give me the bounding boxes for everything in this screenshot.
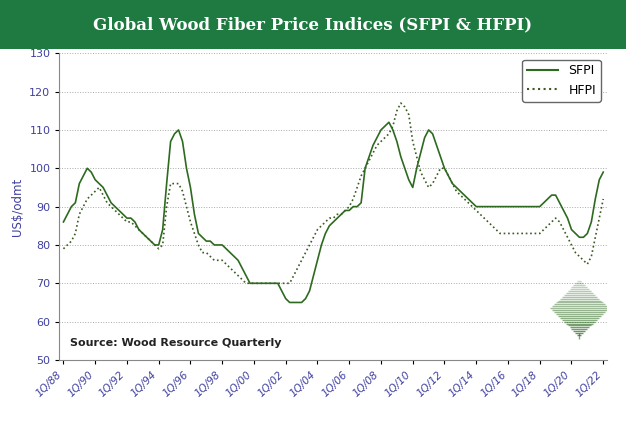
SFPI: [401, 166, 409, 171]
HFPI: [242, 281, 250, 286]
HFPI: [485, 219, 492, 225]
SFPI: [258, 281, 265, 286]
SFPI: [246, 281, 254, 286]
Line: SFPI: SFPI: [63, 122, 603, 302]
HFPI: [135, 227, 143, 232]
SFPI: [286, 300, 294, 305]
SFPI: [385, 120, 393, 125]
HFPI: [401, 104, 409, 109]
HFPI: [302, 250, 309, 255]
Text: Global Wood Fiber Price Indices (SFPI & HFPI): Global Wood Fiber Price Indices (SFPI & …: [93, 16, 533, 33]
HFPI: [397, 101, 404, 106]
SFPI: [302, 296, 309, 301]
Legend: SFPI, HFPI: SFPI, HFPI: [522, 60, 601, 102]
HFPI: [600, 196, 607, 201]
SFPI: [485, 204, 492, 209]
Y-axis label: US$/odmt: US$/odmt: [11, 178, 24, 236]
HFPI: [59, 246, 67, 251]
Line: HFPI: HFPI: [63, 103, 603, 283]
Text: Source: Wood Resource Quarterly: Source: Wood Resource Quarterly: [70, 338, 282, 348]
SFPI: [135, 227, 143, 232]
SFPI: [59, 219, 67, 225]
SFPI: [600, 170, 607, 175]
HFPI: [250, 281, 258, 286]
HFPI: [262, 281, 270, 286]
